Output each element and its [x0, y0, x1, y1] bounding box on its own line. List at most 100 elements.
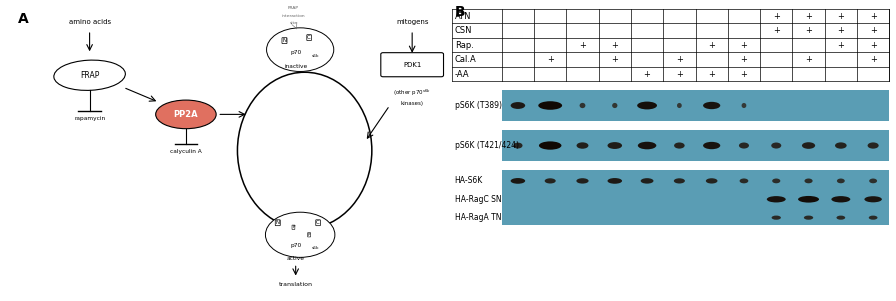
Text: site: site — [289, 21, 297, 25]
FancyBboxPatch shape — [381, 53, 444, 77]
Ellipse shape — [805, 178, 813, 183]
Text: kinases): kinases) — [401, 101, 424, 106]
Text: N: N — [276, 220, 280, 225]
Ellipse shape — [607, 142, 622, 149]
Text: B: B — [455, 5, 465, 19]
Text: pS6K (T421/424): pS6K (T421/424) — [454, 141, 519, 150]
Text: +: + — [676, 55, 683, 64]
Text: +: + — [838, 26, 844, 35]
Text: PP2A: PP2A — [174, 110, 198, 119]
Ellipse shape — [641, 178, 653, 184]
Text: +: + — [838, 12, 844, 21]
Text: +: + — [838, 41, 844, 50]
Text: P: P — [308, 233, 310, 237]
Text: s6k: s6k — [312, 54, 320, 58]
Text: p70: p70 — [290, 50, 301, 55]
Text: FRAP: FRAP — [80, 71, 99, 80]
Text: +: + — [708, 70, 715, 79]
Text: HA-RagC SN: HA-RagC SN — [454, 195, 502, 204]
Ellipse shape — [867, 142, 879, 149]
Ellipse shape — [837, 216, 845, 220]
Ellipse shape — [804, 216, 814, 220]
Text: A: A — [18, 12, 29, 26]
Ellipse shape — [580, 103, 585, 108]
Ellipse shape — [267, 28, 334, 71]
Text: rapamycin: rapamycin — [74, 116, 105, 121]
Bar — [502, 90, 890, 121]
Text: C: C — [316, 220, 320, 225]
Text: active: active — [287, 256, 305, 261]
Ellipse shape — [739, 142, 749, 149]
Ellipse shape — [638, 142, 657, 149]
Ellipse shape — [767, 196, 786, 203]
Text: +: + — [643, 70, 650, 79]
Text: +: + — [806, 26, 812, 35]
Text: p70: p70 — [290, 243, 301, 248]
Text: -AA: -AA — [454, 70, 470, 79]
Text: s6k: s6k — [312, 246, 320, 250]
Text: +: + — [870, 12, 876, 21]
Text: +: + — [806, 12, 812, 21]
Text: inactive: inactive — [284, 64, 307, 69]
Ellipse shape — [54, 60, 125, 90]
Ellipse shape — [771, 216, 781, 220]
Ellipse shape — [674, 178, 685, 184]
Ellipse shape — [677, 103, 682, 108]
Ellipse shape — [156, 100, 216, 129]
Ellipse shape — [612, 103, 617, 108]
Ellipse shape — [545, 178, 556, 184]
Text: +: + — [708, 41, 715, 50]
Text: +: + — [870, 55, 876, 64]
Ellipse shape — [576, 178, 589, 184]
Ellipse shape — [637, 101, 657, 110]
Text: pS6K (T389): pS6K (T389) — [454, 101, 502, 110]
Text: N: N — [282, 38, 287, 43]
Text: +: + — [547, 55, 554, 64]
Text: amino acids: amino acids — [68, 19, 111, 25]
Ellipse shape — [742, 103, 746, 108]
Ellipse shape — [706, 178, 718, 184]
Text: CSN: CSN — [454, 26, 472, 35]
Text: C: C — [307, 35, 311, 40]
Ellipse shape — [869, 178, 877, 183]
Ellipse shape — [511, 178, 525, 184]
Ellipse shape — [539, 141, 562, 150]
Ellipse shape — [798, 196, 819, 203]
Ellipse shape — [739, 178, 748, 183]
Text: +: + — [611, 55, 618, 64]
Text: mitogens: mitogens — [396, 19, 428, 25]
Ellipse shape — [513, 143, 522, 148]
Text: P: P — [292, 225, 295, 229]
Text: calyculin A: calyculin A — [170, 149, 202, 154]
Text: Cal.A: Cal.A — [454, 55, 477, 64]
Text: +: + — [870, 26, 876, 35]
Ellipse shape — [865, 196, 882, 202]
Text: interaction: interaction — [281, 14, 306, 17]
Text: HA-RagA TN: HA-RagA TN — [454, 213, 501, 222]
Text: +: + — [806, 55, 812, 64]
Ellipse shape — [869, 216, 877, 220]
Ellipse shape — [674, 142, 685, 149]
Text: (other p70$^{s6k}$: (other p70$^{s6k}$ — [393, 88, 431, 98]
Ellipse shape — [831, 196, 850, 203]
Ellipse shape — [771, 142, 781, 149]
Ellipse shape — [607, 178, 622, 184]
Text: +: + — [611, 41, 618, 50]
Text: +: + — [579, 41, 586, 50]
Text: +: + — [740, 70, 747, 79]
Text: +: + — [676, 70, 683, 79]
Ellipse shape — [576, 142, 589, 149]
Text: ATN: ATN — [454, 12, 471, 21]
Text: +: + — [773, 12, 780, 21]
Ellipse shape — [511, 102, 525, 109]
Ellipse shape — [772, 178, 780, 183]
Text: +: + — [740, 41, 747, 50]
Ellipse shape — [837, 178, 845, 183]
Text: Rap.: Rap. — [454, 41, 474, 50]
Text: PDK1: PDK1 — [403, 62, 421, 68]
Ellipse shape — [703, 142, 720, 149]
Text: +: + — [870, 41, 876, 50]
Ellipse shape — [265, 212, 335, 257]
Text: translation: translation — [279, 282, 313, 287]
Text: HA-S6K: HA-S6K — [454, 176, 483, 185]
